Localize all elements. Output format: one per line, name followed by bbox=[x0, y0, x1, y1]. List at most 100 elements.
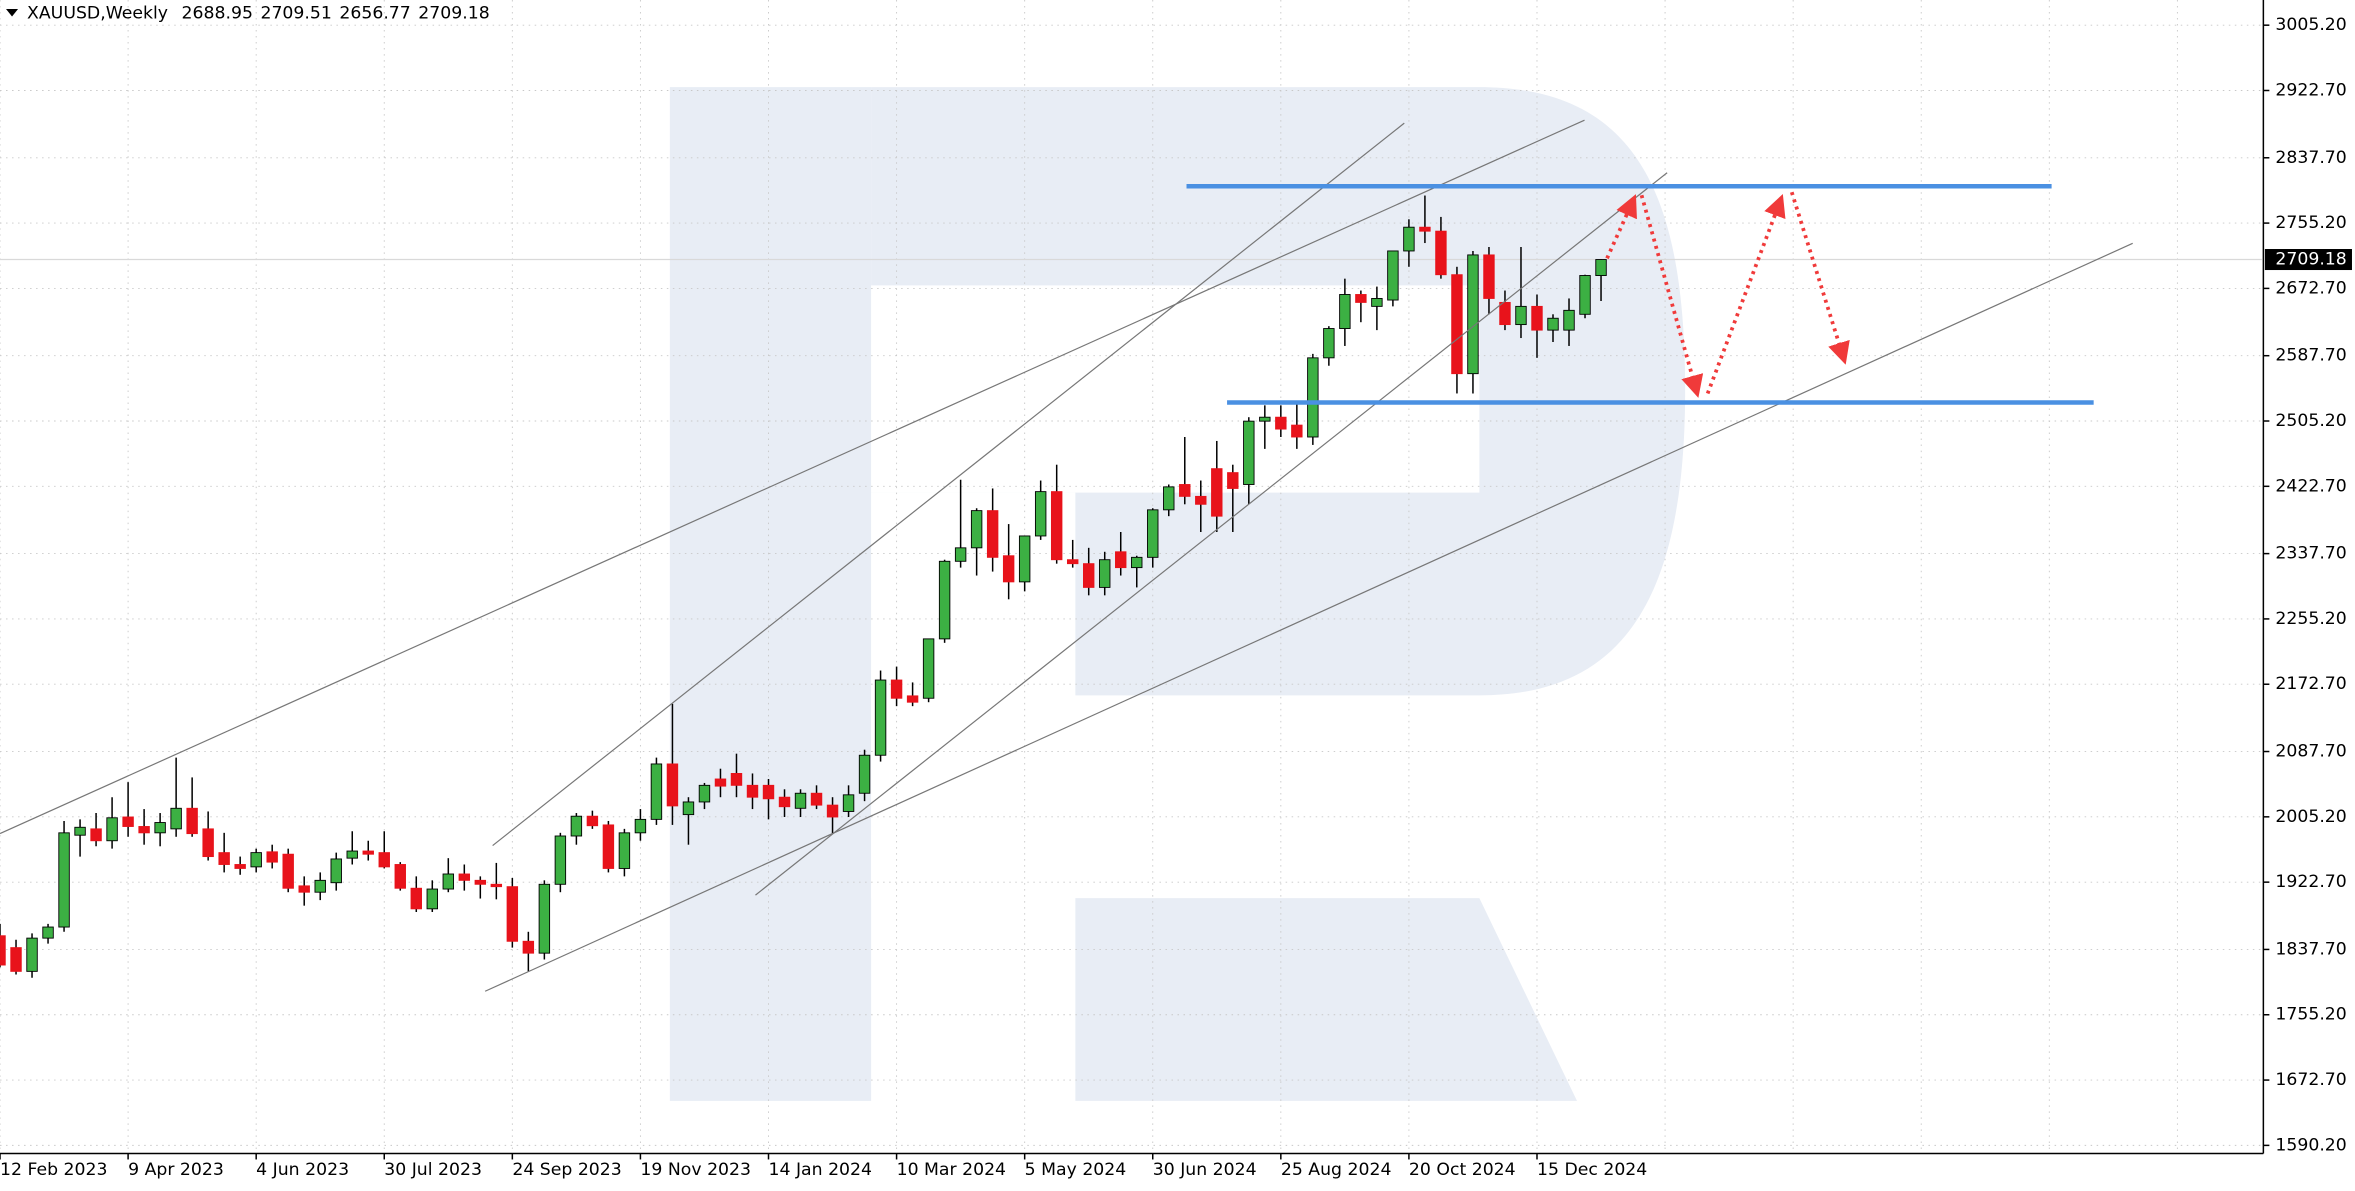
y-tick-label: 1755.20 bbox=[2275, 1005, 2346, 1025]
x-tick-label: 4 Jun 2023 bbox=[256, 1160, 349, 1180]
candle-body bbox=[746, 784, 759, 798]
candle-body bbox=[794, 792, 807, 809]
candle-body bbox=[426, 888, 438, 910]
candle-body bbox=[330, 858, 342, 884]
watermark-leg bbox=[1075, 898, 1578, 1101]
candle-body bbox=[458, 873, 471, 881]
candle-body bbox=[1339, 294, 1351, 329]
candle-body bbox=[554, 835, 567, 885]
x-tick-label: 20 Oct 2024 bbox=[1409, 1160, 1516, 1180]
y-tick-label: 2837.70 bbox=[2275, 148, 2346, 168]
candle-body bbox=[218, 852, 230, 865]
candle-body bbox=[1595, 259, 1607, 276]
candle-body bbox=[1195, 495, 1207, 505]
candle-body bbox=[858, 754, 871, 794]
candle-body bbox=[1083, 563, 1095, 588]
candle-body bbox=[1499, 301, 1511, 326]
candle-body bbox=[186, 807, 198, 835]
candle-body bbox=[970, 510, 983, 549]
watermark-gap bbox=[871, 492, 1076, 899]
y-tick-label: 2922.70 bbox=[2275, 80, 2346, 100]
candle-body bbox=[1531, 305, 1543, 331]
candle-body bbox=[250, 852, 262, 868]
y-tick-label: 2422.70 bbox=[2275, 476, 2346, 496]
candle-body bbox=[1066, 559, 1079, 565]
watermark bbox=[669, 87, 1686, 1101]
candle-body bbox=[442, 873, 455, 890]
candle-body bbox=[378, 852, 390, 868]
candle-body bbox=[618, 832, 631, 869]
trend-line bbox=[484, 242, 2133, 992]
candle-body bbox=[298, 885, 310, 893]
candle-body bbox=[282, 853, 294, 889]
drawings bbox=[0, 119, 2133, 992]
axes: 3005.20 2922.70 2837.70 2755.20 2672.70 2587.… bbox=[0, 15, 2352, 1180]
candles bbox=[0, 195, 1607, 978]
y-tick-label: 1922.70 bbox=[2275, 872, 2346, 892]
candle-body bbox=[922, 638, 935, 699]
candle-body bbox=[58, 832, 70, 928]
candle-body bbox=[1547, 317, 1559, 331]
forecast-arrow bbox=[1705, 194, 1786, 395]
candle-body bbox=[842, 794, 855, 812]
y-tick-label: 2587.70 bbox=[2275, 346, 2346, 366]
trend-line bbox=[0, 119, 1585, 835]
candle-body bbox=[586, 815, 599, 827]
candle-body bbox=[474, 879, 487, 885]
x-tick-label: 30 Jul 2023 bbox=[384, 1160, 482, 1180]
header: XAUUSD,Weekly 2688.95 2709.51 2656.77 2709.1… bbox=[6, 4, 490, 24]
candle-body bbox=[938, 560, 951, 640]
candle-body bbox=[362, 850, 374, 855]
candle-body bbox=[106, 817, 118, 842]
candle-body bbox=[74, 826, 86, 836]
candle-body bbox=[1451, 274, 1463, 375]
candle-body bbox=[522, 940, 535, 954]
y-tick-label: 2672.70 bbox=[2275, 278, 2346, 298]
candle-body bbox=[874, 679, 887, 756]
candle-body bbox=[1179, 484, 1191, 497]
candle-body bbox=[26, 937, 38, 972]
candle-body bbox=[0, 935, 6, 966]
candle-body bbox=[906, 695, 919, 703]
y-tick-label: 1837.70 bbox=[2275, 939, 2346, 959]
candle-body bbox=[634, 818, 647, 834]
y-tick-label: 3005.20 bbox=[2275, 15, 2346, 35]
candle-body bbox=[1034, 491, 1047, 537]
candle-body bbox=[1323, 328, 1335, 359]
y-tick-label: 2087.70 bbox=[2275, 742, 2346, 762]
ohlc-high: 2709.51 bbox=[260, 4, 331, 24]
x-tick-label: 12 Feb 2023 bbox=[0, 1160, 107, 1180]
candle-body bbox=[826, 804, 839, 818]
candle-body bbox=[1147, 509, 1159, 558]
y-tick-label: 2505.20 bbox=[2275, 411, 2346, 431]
y-tick-label: 1590.20 bbox=[2275, 1135, 2346, 1155]
candle-body bbox=[810, 792, 823, 806]
x-tick-label: 24 Sep 2023 bbox=[512, 1160, 621, 1180]
candle-body bbox=[506, 886, 519, 942]
candle-body bbox=[890, 679, 903, 699]
candle-body bbox=[1371, 298, 1383, 307]
y-tick-label: 2337.70 bbox=[2275, 544, 2346, 564]
candle-body bbox=[602, 824, 615, 869]
y-tick-label: 2172.70 bbox=[2275, 674, 2346, 694]
candle-body bbox=[666, 763, 679, 807]
candle-body bbox=[954, 547, 967, 562]
candle-body bbox=[1002, 555, 1015, 583]
candle-body bbox=[1419, 226, 1431, 232]
candle-body bbox=[650, 763, 663, 820]
watermark-stem bbox=[669, 87, 872, 1101]
ohlc-close: 2709.18 bbox=[418, 4, 489, 24]
candle-body bbox=[1275, 416, 1287, 430]
candle-body bbox=[1435, 230, 1447, 276]
watermark-hole bbox=[871, 285, 1480, 493]
x-tick-label: 14 Jan 2024 bbox=[769, 1160, 873, 1180]
candle-body bbox=[682, 801, 695, 816]
candle-body bbox=[202, 828, 214, 858]
x-tick-label: 5 May 2024 bbox=[1025, 1160, 1127, 1180]
candle-body bbox=[1018, 535, 1031, 583]
x-tick-label: 19 Nov 2023 bbox=[640, 1160, 751, 1180]
forecast-arrow bbox=[1605, 194, 1637, 260]
